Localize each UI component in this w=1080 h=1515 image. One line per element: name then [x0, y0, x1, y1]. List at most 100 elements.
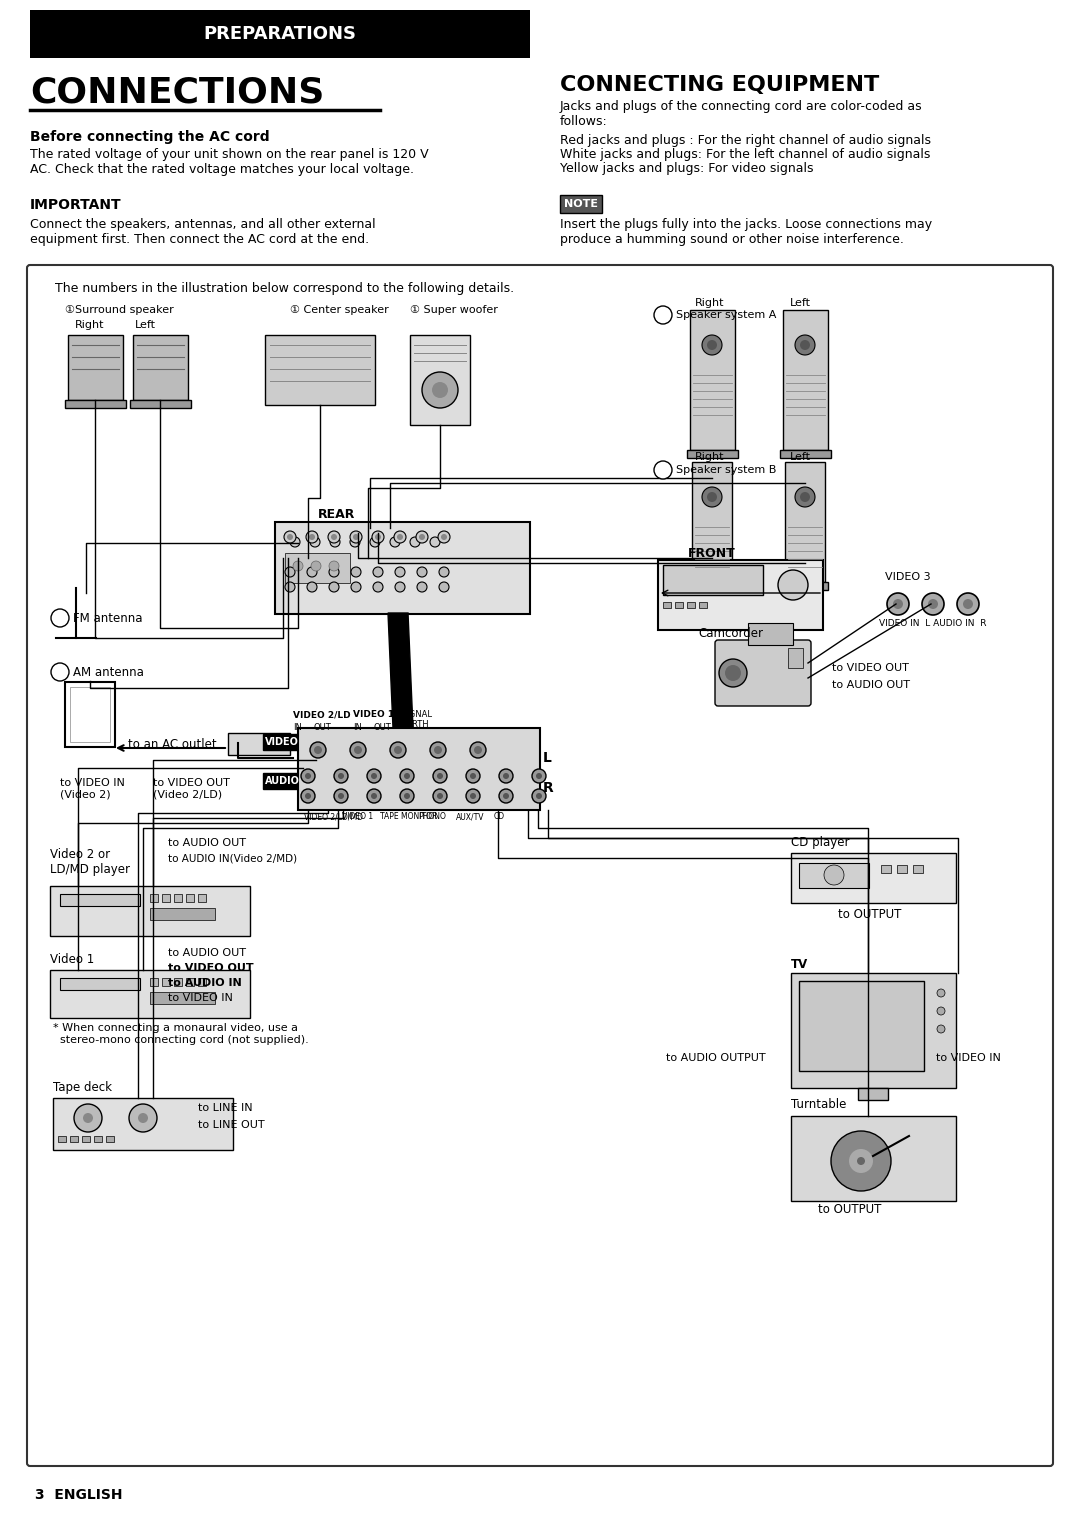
Bar: [687, 601, 696, 608]
Circle shape: [305, 773, 311, 779]
Text: PREPARATIONS: PREPARATIONS: [203, 26, 356, 42]
Circle shape: [306, 530, 318, 542]
Bar: [663, 565, 762, 595]
Circle shape: [858, 1157, 865, 1165]
Circle shape: [330, 533, 337, 539]
Circle shape: [532, 789, 546, 803]
Circle shape: [404, 792, 410, 798]
Text: Left: Left: [789, 298, 811, 308]
Circle shape: [470, 742, 486, 758]
Circle shape: [394, 530, 406, 542]
Bar: [186, 894, 194, 901]
Bar: [60, 894, 140, 906]
Circle shape: [430, 536, 440, 547]
Circle shape: [375, 533, 381, 539]
Bar: [783, 311, 827, 450]
Text: PHONO: PHONO: [418, 812, 446, 821]
Bar: [106, 1136, 114, 1142]
Text: Before connecting the AC cord: Before connecting the AC cord: [30, 130, 270, 144]
Text: OUT: OUT: [373, 723, 391, 732]
Text: VIDEO 3: VIDEO 3: [885, 573, 931, 582]
Circle shape: [397, 533, 403, 539]
Circle shape: [311, 561, 321, 571]
Text: to VIDEO IN
(Video 2): to VIDEO IN (Video 2): [60, 779, 125, 800]
Circle shape: [334, 789, 348, 803]
Bar: [658, 561, 823, 630]
Circle shape: [301, 789, 315, 803]
Text: AM antenna: AM antenna: [73, 665, 144, 679]
Circle shape: [350, 530, 362, 542]
Circle shape: [293, 561, 303, 571]
Text: 1: 1: [660, 311, 666, 320]
Bar: [748, 623, 793, 645]
Circle shape: [937, 1026, 945, 1033]
Text: CONNECTIONS: CONNECTIONS: [30, 76, 324, 109]
Circle shape: [350, 742, 366, 758]
Circle shape: [725, 665, 741, 682]
Bar: [265, 335, 375, 405]
Text: IN: IN: [353, 723, 362, 732]
Text: VIDEO: VIDEO: [265, 736, 299, 747]
Text: IN: IN: [293, 723, 302, 732]
Text: Left: Left: [789, 451, 811, 462]
Bar: [162, 979, 170, 986]
Text: to VIDEO OUT
(Video 2/LD): to VIDEO OUT (Video 2/LD): [153, 779, 230, 800]
Bar: [699, 601, 707, 608]
Bar: [65, 682, 114, 747]
Circle shape: [372, 773, 377, 779]
Bar: [897, 865, 907, 873]
Text: ① Super woofer: ① Super woofer: [410, 305, 498, 315]
Circle shape: [778, 570, 808, 600]
Circle shape: [284, 530, 296, 542]
Circle shape: [83, 1114, 93, 1123]
Circle shape: [433, 770, 447, 783]
Circle shape: [922, 592, 944, 615]
Text: The numbers in the illustration below correspond to the following details.: The numbers in the illustration below co…: [55, 282, 514, 295]
Text: ①Surround speaker: ①Surround speaker: [65, 305, 174, 315]
Circle shape: [437, 773, 443, 779]
Circle shape: [314, 745, 322, 754]
FancyBboxPatch shape: [27, 265, 1053, 1467]
Circle shape: [831, 1132, 891, 1191]
Circle shape: [367, 789, 381, 803]
Circle shape: [138, 1114, 148, 1123]
Circle shape: [354, 745, 362, 754]
Text: to AUDIO IN: to AUDIO IN: [168, 979, 242, 988]
Circle shape: [707, 492, 717, 501]
Text: FM antenna: FM antenna: [73, 612, 143, 624]
Circle shape: [351, 582, 361, 592]
Circle shape: [329, 561, 339, 571]
Circle shape: [372, 792, 377, 798]
Circle shape: [373, 582, 383, 592]
Circle shape: [338, 773, 345, 779]
Text: 2: 2: [56, 614, 64, 623]
Circle shape: [849, 1148, 873, 1173]
Text: VIDEO 2/LD/MD: VIDEO 2/LD/MD: [303, 812, 363, 821]
Text: to AUDIO OUTPUT: to AUDIO OUTPUT: [666, 1053, 766, 1064]
Bar: [913, 865, 923, 873]
Text: NOTE: NOTE: [564, 198, 598, 209]
Text: 2: 2: [56, 667, 64, 677]
Circle shape: [893, 598, 903, 609]
Circle shape: [928, 598, 939, 609]
Bar: [130, 400, 190, 408]
Polygon shape: [388, 614, 413, 729]
Bar: [687, 450, 738, 458]
Circle shape: [702, 335, 723, 355]
Circle shape: [338, 792, 345, 798]
Circle shape: [795, 486, 815, 508]
Circle shape: [702, 486, 723, 508]
Circle shape: [422, 373, 458, 408]
Bar: [298, 729, 540, 811]
Circle shape: [417, 582, 427, 592]
Bar: [410, 335, 470, 426]
Circle shape: [800, 492, 810, 501]
Text: Red jacks and plugs : For the right channel of audio signals: Red jacks and plugs : For the right chan…: [561, 133, 931, 147]
Bar: [689, 582, 735, 589]
Circle shape: [291, 536, 300, 547]
Bar: [264, 733, 301, 750]
Text: TAPE MONITOR: TAPE MONITOR: [380, 812, 437, 821]
Bar: [785, 462, 825, 582]
Circle shape: [887, 592, 909, 615]
Circle shape: [433, 789, 447, 803]
